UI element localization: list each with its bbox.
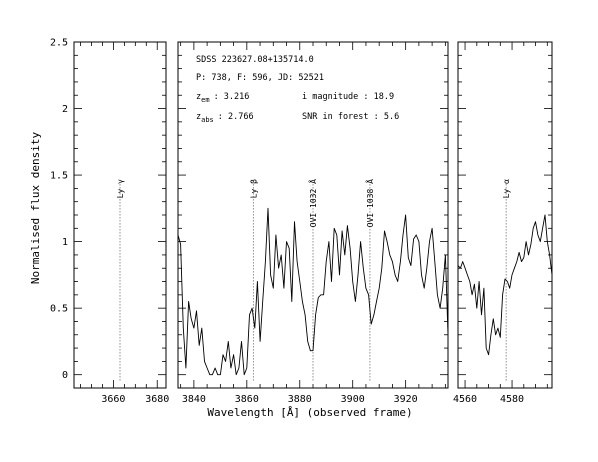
- x-tick-label-0: 3840: [182, 394, 206, 405]
- x-tick-label-4: 3920: [394, 394, 418, 405]
- x-axis-label: Wavelength [Å] (observed frame): [207, 406, 412, 419]
- zabs-label: z: [196, 112, 201, 122]
- y-tick-label-0: 0: [62, 370, 68, 381]
- panel-ly-alpha: 4560 4580 Ly α: [453, 41, 553, 405]
- y-tick-label-1: 0.5: [50, 304, 68, 315]
- x-tick-label-3: 3900: [341, 394, 365, 405]
- zem-subscript: em: [201, 96, 209, 104]
- snr-text: SNR in forest : 5.6: [302, 112, 399, 122]
- zabs-value: : 2.766: [218, 112, 254, 122]
- x-tick-label-0: 4560: [453, 394, 477, 405]
- line-marker-label-2: OVI 1038 Å: [364, 179, 375, 227]
- x-tick-label-1: 4580: [500, 394, 524, 405]
- line-marker-label-0: Ly β: [249, 179, 258, 198]
- zem-text: zem : 3.216: [196, 92, 249, 104]
- zabs-text: zabs : 2.766: [196, 112, 254, 124]
- line-marker-label-1: OVI 1032 Å: [307, 179, 318, 227]
- panel-ly-gamma: 3660 3680 Ly γ: [73, 41, 169, 405]
- line-marker-label-0: Ly α: [502, 179, 511, 198]
- x-tick-label-1: 3860: [235, 394, 259, 405]
- panel-frame: [457, 41, 553, 389]
- zabs-subscript: abs: [201, 116, 214, 124]
- zem-value: : 3.216: [214, 92, 250, 102]
- plate-info: P: 738, F: 596, JD: 52521: [196, 73, 324, 83]
- spectrum-series-0: [177, 207, 449, 376]
- info-block: SDSS 223627.08+135714.0 P: 738, F: 596, …: [196, 55, 399, 124]
- imag-text: i magnitude : 18.9: [302, 92, 394, 102]
- y-axis-label: Normalised flux density: [29, 131, 42, 284]
- y-tick-label-4: 2: [62, 104, 68, 115]
- y-tick-label-3: 1.5: [50, 171, 68, 182]
- panel-ly-beta-ovi: 3840 3860 3880 3900 3920 Ly β OVI 1032 Å OVI 10…: [177, 41, 449, 405]
- spectrum-series-0: [457, 214, 553, 356]
- x-tick-label-0: 3660: [101, 394, 125, 405]
- y-tick-label-5: 2.5: [50, 38, 68, 49]
- x-tick-label-1: 3680: [145, 394, 169, 405]
- object-name: SDSS 223627.08+135714.0: [196, 55, 314, 65]
- y-tick-label-2: 1: [62, 237, 68, 248]
- y-axis-tick-labels: 0 0.5 1 1.5 2 2.5: [50, 38, 68, 382]
- spectrum-panels: 3660 3680 Ly γ 3840 3860 3880 3900 3920 Ly β OVI …: [73, 41, 553, 405]
- line-marker-label-0: Ly γ: [116, 179, 125, 198]
- x-tick-label-2: 3880: [288, 394, 312, 405]
- zem-label: z: [196, 92, 201, 102]
